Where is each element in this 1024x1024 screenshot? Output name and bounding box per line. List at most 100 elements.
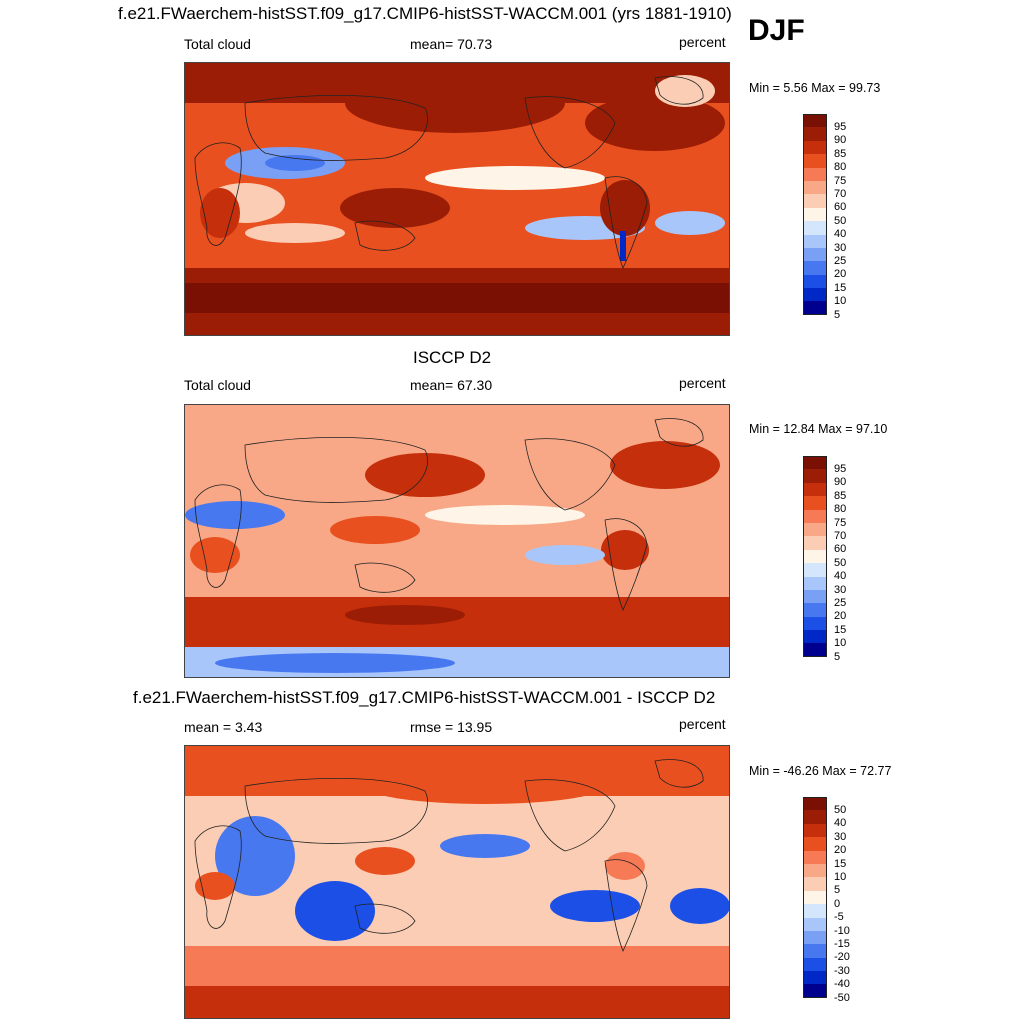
colorbar-tick-label: 40 <box>834 570 847 583</box>
warm-pool-positive <box>355 847 415 875</box>
colorbar-tick-label: 20 <box>834 844 847 857</box>
indian-ocean-negative <box>295 881 375 941</box>
colorbar-segment <box>803 837 827 851</box>
africa-convection <box>200 188 240 238</box>
colorbar-segment <box>803 823 827 838</box>
panel-1-units: percent <box>679 34 726 50</box>
colorbar-tick-label: 30 <box>834 830 847 843</box>
colorbar-segment <box>803 630 827 644</box>
north-pacific-cloud <box>365 453 485 497</box>
colorbar-tick-label: 60 <box>834 543 847 556</box>
panel-2-map <box>184 404 730 678</box>
colorbar-segment <box>803 589 827 604</box>
panel-2-units: percent <box>679 375 726 391</box>
se-pacific-negative <box>550 890 640 922</box>
panel-3-map-svg <box>185 746 729 1018</box>
colorbar-tick-label: 5 <box>834 308 841 321</box>
panel-3-colorbar <box>803 797 827 998</box>
colorbar-segment <box>803 576 827 590</box>
colorbar-segment <box>803 643 827 657</box>
colorbar-tick-label: 25 <box>834 255 847 267</box>
colorbar-segment <box>803 288 827 302</box>
colorbar-segment <box>803 563 827 577</box>
colorbar-tick-label: 40 <box>834 817 847 830</box>
colorbar-tick-label: -30 <box>834 964 850 977</box>
north-pacific-cloud <box>345 73 565 133</box>
colorbar-segment <box>803 616 827 631</box>
southern-ocean-core <box>185 283 729 313</box>
africa-convection <box>190 537 240 573</box>
colorbar-segment <box>803 850 827 864</box>
colorbar-tick-label: 30 <box>834 583 847 596</box>
colorbar-tick-label: 10 <box>834 295 847 308</box>
panel-1-colorbar <box>803 114 827 315</box>
colorbar-tick-label: 50 <box>834 804 847 816</box>
panel-1-variable: Total cloud <box>184 36 251 52</box>
season-label: DJF <box>748 14 805 47</box>
north-atlantic-cloud <box>610 441 720 489</box>
colorbar-tick-label: 0 <box>834 897 841 910</box>
colorbar-tick-label: 25 <box>834 597 847 609</box>
panel-3-map <box>184 745 730 1019</box>
colorbar-tick-label: 15 <box>834 623 847 636</box>
colorbar-tick-label: 20 <box>834 610 847 623</box>
colorbar-tick-label: 5 <box>834 884 841 897</box>
colorbar-segment <box>803 904 827 918</box>
colorbar-segment <box>803 154 827 168</box>
sahara-clear-core <box>265 155 325 171</box>
colorbar-segment <box>803 127 827 141</box>
colorbar-tick-label: 75 <box>834 516 847 529</box>
panel-1-mean: mean= 70.73 <box>410 36 493 52</box>
colorbar-segment <box>803 207 827 222</box>
colorbar-segment <box>803 167 827 181</box>
colorbar-segment <box>803 456 827 470</box>
panel-1-minmax: Min = 5.56 Max = 99.73 <box>749 81 881 95</box>
panel-2-variable: Total cloud <box>184 377 251 393</box>
africa-negative <box>215 816 295 896</box>
panel-3-minmax: Min = -46.26 Max = 72.77 <box>749 764 892 778</box>
coastlines <box>194 76 704 270</box>
southern-ocean-core <box>345 605 465 625</box>
panel-3-title: f.e21.FWaerchem-histSST.f09_g17.CMIP6-hi… <box>133 688 716 707</box>
amazon-convection <box>600 180 650 236</box>
colorbar-segment <box>803 536 827 550</box>
antarctic-positive <box>185 986 729 1018</box>
colorbar-tick-label: 95 <box>834 463 847 475</box>
colorbar-segment <box>803 944 827 958</box>
panel-1-map-svg <box>185 63 729 335</box>
colorbar-tick-label: 90 <box>834 134 847 147</box>
warm-pool-convection <box>340 188 450 228</box>
colorbar-segment <box>803 917 827 931</box>
panel-3-rmse: rmse = 13.95 <box>410 719 493 735</box>
colorbar-segment <box>803 140 827 155</box>
south-atlantic-clear <box>655 211 725 235</box>
colorbar-segment <box>803 877 827 891</box>
panel-2-map-svg <box>185 405 729 677</box>
colorbar-segment <box>803 496 827 510</box>
warm-pool-convection <box>330 516 420 544</box>
amazon-positive <box>605 852 645 880</box>
colorbar-tick-label: 10 <box>834 871 847 883</box>
south-atlantic-negative <box>670 888 729 924</box>
colorbar-segment <box>803 114 827 128</box>
antarctic-clear <box>215 653 455 673</box>
colorbar-tick-label: 15 <box>834 281 847 294</box>
andes-clear <box>620 231 626 261</box>
se-pacific-clear <box>525 545 605 565</box>
panel-2-colorbar <box>803 456 827 657</box>
colorbar-segment <box>803 301 827 315</box>
colorbar-segment <box>803 247 827 262</box>
colorbar-tick-label: 70 <box>834 188 847 200</box>
colorbar-tick-label: 85 <box>834 489 847 502</box>
colorbar-tick-label: -5 <box>834 911 844 924</box>
colorbar-tick-label: 50 <box>834 214 847 227</box>
colorbar-segment <box>803 180 827 195</box>
colorbar-tick-label: 90 <box>834 476 847 489</box>
indian-ocean-light <box>245 223 345 243</box>
colorbar-tick-label: 60 <box>834 201 847 214</box>
north-atlantic-cloud <box>585 95 725 151</box>
colorbar-tick-label: 80 <box>834 503 847 516</box>
sahara-clear-region <box>185 501 285 529</box>
colorbar-tick-label: -50 <box>834 991 850 1004</box>
arctic-band <box>185 405 729 435</box>
